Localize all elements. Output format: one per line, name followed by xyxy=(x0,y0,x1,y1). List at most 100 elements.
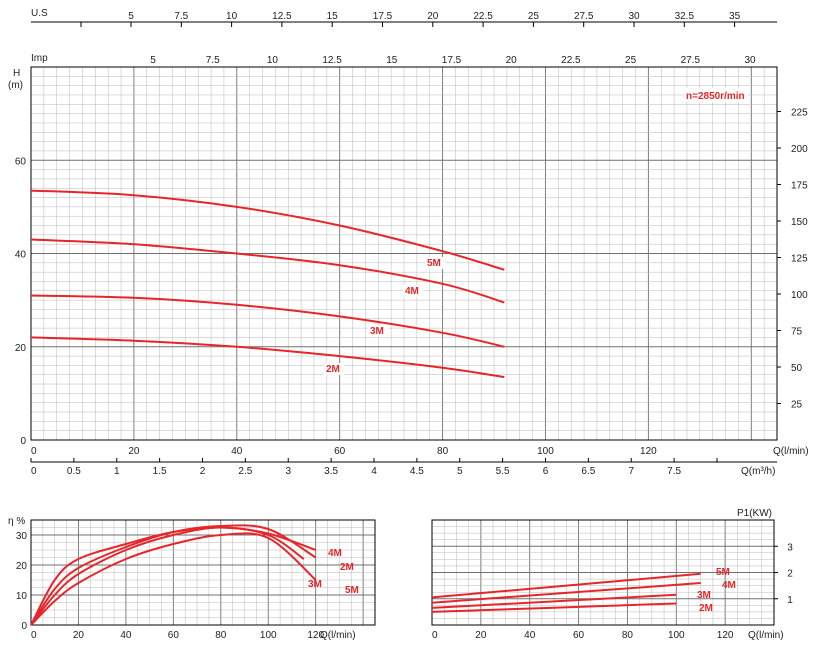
efficiency-y-label: η % xyxy=(8,516,25,527)
head-y-tick-label: 20 xyxy=(15,343,27,354)
m3h-axis-tick-label: 2 xyxy=(200,466,206,477)
efficiency-x-tick-label: 60 xyxy=(168,630,180,641)
imp-axis-tick-label: 22.5 xyxy=(561,55,581,66)
us-axis-tick-label: 10 xyxy=(226,11,238,22)
power-curve-3m xyxy=(431,593,677,609)
efficiency-x-tick-label: 80 xyxy=(215,630,227,641)
speed-annotation-bg xyxy=(684,88,748,102)
m3h-axis-tick-label: 6 xyxy=(543,466,549,477)
head-x-label: Q(l/min) xyxy=(773,446,809,457)
power-curve-label: 4M xyxy=(722,580,736,591)
head-curve-label: 3M xyxy=(370,326,384,337)
us-axis-tick-label: 35 xyxy=(729,11,741,22)
m3h-axis-tick-label: 7.5 xyxy=(667,466,681,477)
efficiency-curve-label: 2M xyxy=(340,562,354,573)
head-curve-4m xyxy=(30,238,505,304)
power-curve-label: 2M xyxy=(699,603,713,614)
power-curve-2m xyxy=(431,602,677,613)
head-x-tick-label: 120 xyxy=(640,446,657,457)
power-curve-5m xyxy=(431,572,701,599)
imp-axis-tick-label: 20 xyxy=(506,55,518,66)
efficiency-curve-2m xyxy=(30,524,317,626)
head-x-tick-label: 20 xyxy=(128,446,140,457)
efficiency-y-tick-label: 10 xyxy=(16,591,28,602)
imp-axis-tick-label: 25 xyxy=(625,55,637,66)
efficiency-x-tick-label: 40 xyxy=(120,630,132,641)
head-curve-label-bg xyxy=(324,363,344,375)
efficiency-x-tick-label: 120 xyxy=(307,630,324,641)
m3h-axis-tick-label: 4.5 xyxy=(410,466,424,477)
us-axis-tick-label: 5 xyxy=(128,11,134,22)
efficiency-x-tick-label: 100 xyxy=(260,630,277,641)
efficiency-y-tick-label: 20 xyxy=(16,561,28,572)
power-x-tick-label: 20 xyxy=(475,630,487,641)
power-y-tick-label: 3 xyxy=(787,542,793,553)
head-curve-label-bg xyxy=(368,325,388,337)
head-right-tick-label: 100 xyxy=(791,290,808,301)
head-y-label-h: H xyxy=(13,68,20,79)
us-axis-tick-label: 17.5 xyxy=(373,11,393,22)
head-right-tick-label: 50 xyxy=(791,363,803,374)
power-x-tick-label: 60 xyxy=(573,630,585,641)
efficiency-y-tick-label: 0 xyxy=(21,621,27,632)
head-curve-label: 2M xyxy=(326,364,340,375)
power-x-tick-label: 0 xyxy=(432,630,438,641)
m3h-axis-tick-label: 1.5 xyxy=(153,466,167,477)
head-x-tick-label: 40 xyxy=(231,446,243,457)
head-curve-label-bg xyxy=(425,257,445,269)
head-right-tick-label: 225 xyxy=(791,108,808,119)
head-y-tick-label: 40 xyxy=(15,250,27,261)
m3h-axis-tick-label: 1 xyxy=(114,466,120,477)
efficiency-y-tick-label: 30 xyxy=(16,531,28,542)
head-y-tick-label: 0 xyxy=(20,436,26,447)
m3h-axis-tick-label: 5 xyxy=(457,466,463,477)
head-curve-3m xyxy=(30,294,505,348)
imp-axis-tick-label: 10 xyxy=(267,55,279,66)
imp-axis-tick-label: 30 xyxy=(744,55,756,66)
power-chart: P1(KW) 1 2 3 0 20 40 60 80 100 120 Q(l/min) 5M 4M 3M 2M xyxy=(431,508,793,641)
head-y-tick-label: 60 xyxy=(15,156,27,167)
head-curve-label: 5M xyxy=(427,258,441,269)
power-curve-label: 3M xyxy=(697,590,711,601)
power-y-label: P1(KW) xyxy=(737,508,772,519)
power-y-tick-label: 2 xyxy=(787,569,793,580)
us-axis-tick-label: 12.5 xyxy=(272,11,292,22)
efficiency-plot-frame xyxy=(30,519,376,626)
m3h-axis-tick-label: 0 xyxy=(31,466,37,477)
m3h-axis-tick-label: 3 xyxy=(285,466,291,477)
efficiency-curve-3m xyxy=(30,526,305,626)
us-axis-tick-label: 15 xyxy=(327,11,339,22)
head-x-tick-label: 60 xyxy=(334,446,346,457)
us-axis-label: U.S xyxy=(31,8,48,19)
us-axis-tick-label: 27.5 xyxy=(574,11,594,22)
speed-annotation: n=2850r/min xyxy=(686,91,745,102)
us-axis-tick-label: 32.5 xyxy=(675,11,695,22)
m3h-axis-label: Q(m³/h) xyxy=(741,466,775,477)
us-axis-tick-label: 22.5 xyxy=(473,11,493,22)
head-right-tick-label: 75 xyxy=(791,327,803,338)
power-x-tick-label: 120 xyxy=(717,630,734,641)
head-right-tick-label: 150 xyxy=(791,217,808,228)
imp-axis-tick-label: 12.5 xyxy=(322,55,342,66)
power-curve-4m xyxy=(431,582,701,604)
power-x-label: Q(l/min) xyxy=(748,630,784,641)
power-x-tick-label: 80 xyxy=(622,630,634,641)
imp-axis-tick-label: 5 xyxy=(150,55,156,66)
efficiency-curve-5m xyxy=(30,532,317,626)
imp-axis-tick-label: 7.5 xyxy=(206,55,220,66)
imp-axis-tick-label: 27.5 xyxy=(681,55,701,66)
head-right-tick-label: 175 xyxy=(791,181,808,192)
imp-axis-label: Imp xyxy=(31,53,48,64)
power-x-tick-label: 100 xyxy=(668,630,685,641)
head-right-tick-label: 125 xyxy=(791,254,808,265)
head-right-tick-label: 200 xyxy=(791,144,808,155)
head-x-tick-label: 100 xyxy=(537,446,554,457)
efficiency-curve-label: 5M xyxy=(345,585,359,596)
power-curve-label: 5M xyxy=(716,567,730,578)
head-curve-2m xyxy=(30,336,505,379)
us-axis-tick-label: 25 xyxy=(528,11,540,22)
head-curve-label-bg xyxy=(403,285,423,297)
